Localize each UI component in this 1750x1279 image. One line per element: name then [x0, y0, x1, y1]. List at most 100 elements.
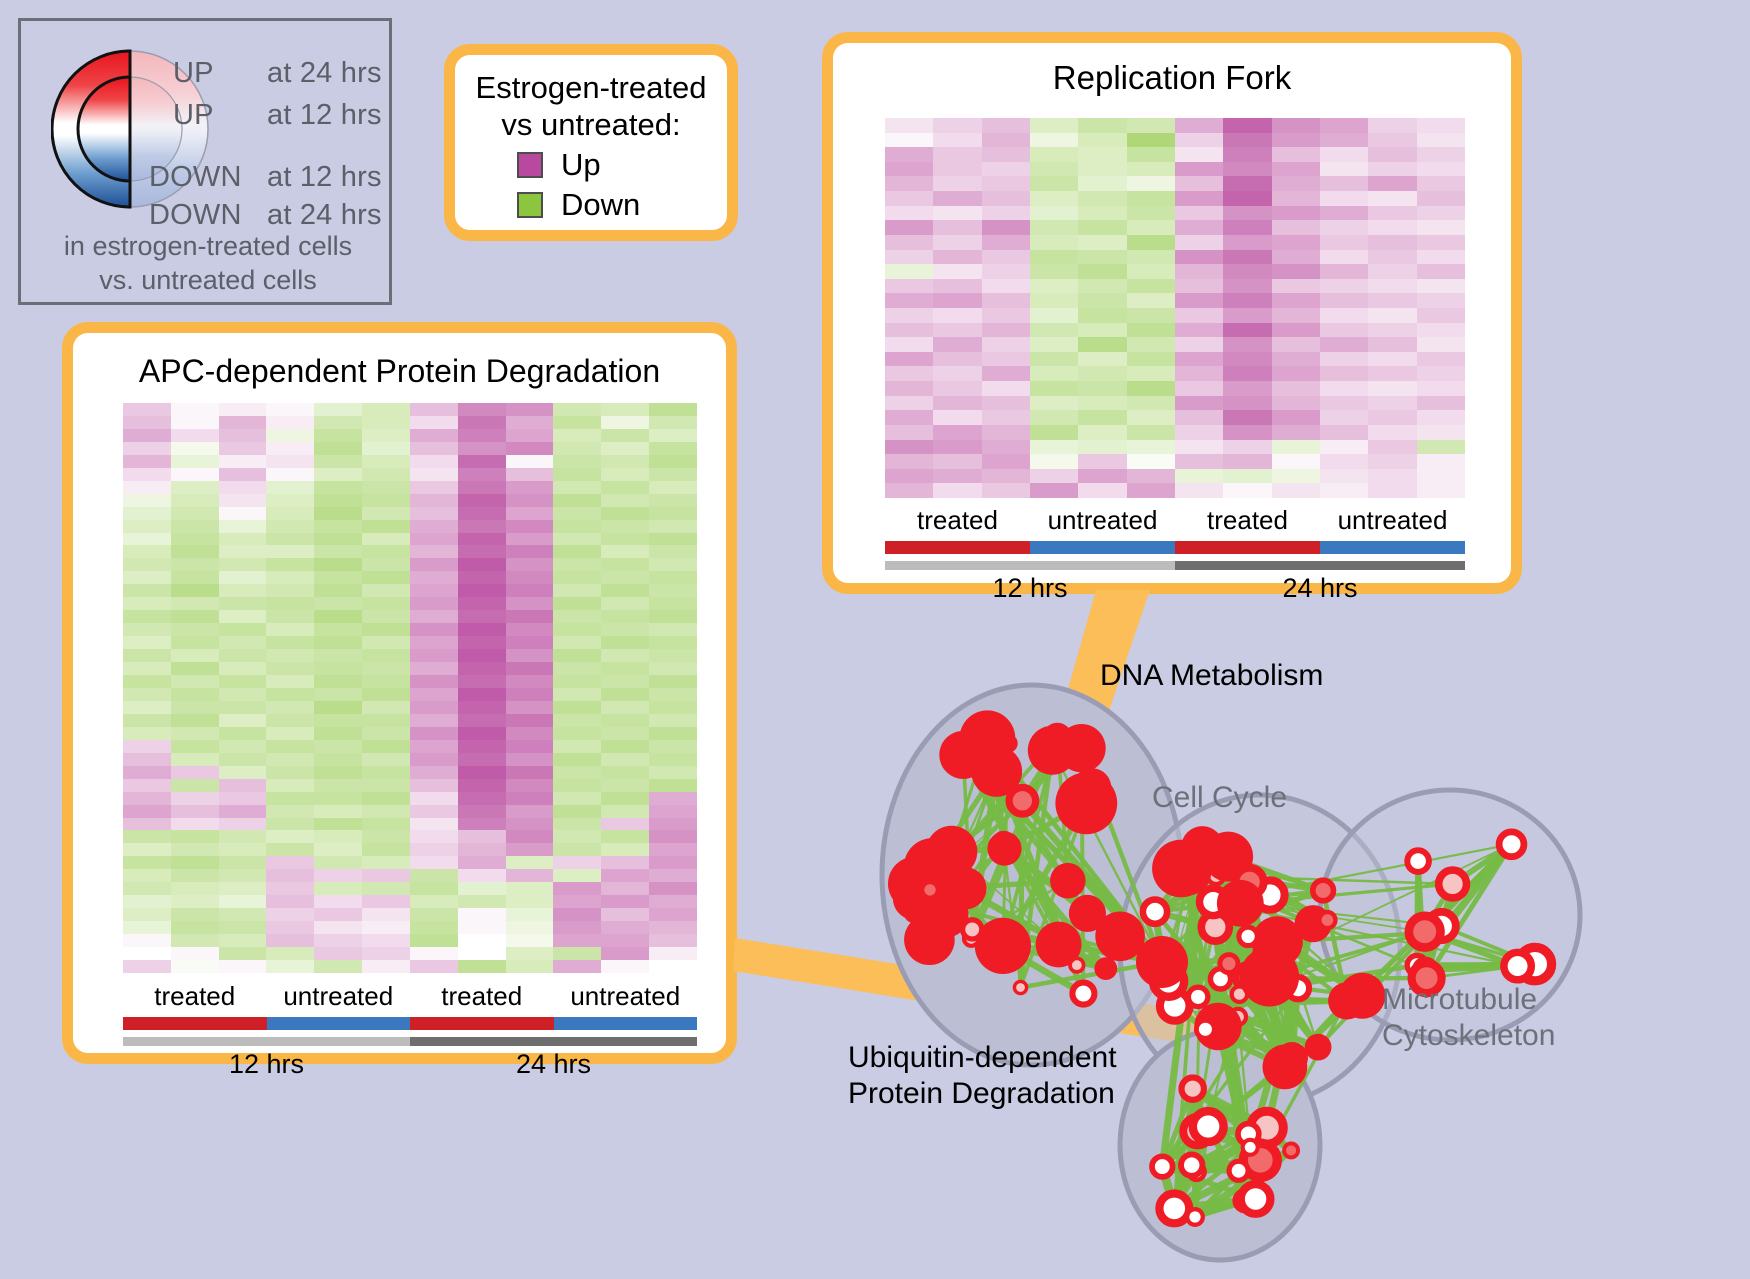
heat-cell — [1223, 191, 1272, 206]
legend-label-up: Up — [561, 147, 601, 182]
heat-cell — [1223, 366, 1272, 382]
heat-cell — [1223, 293, 1272, 308]
heat-cell — [1319, 205, 1369, 221]
heat-cell — [409, 895, 458, 909]
heat-cell — [362, 467, 410, 481]
heat-cell — [553, 558, 602, 572]
apc-sample-label-1: untreated — [283, 981, 394, 1011]
heat-cell — [1319, 220, 1369, 235]
heat-cell — [409, 558, 458, 572]
heat-cell — [1029, 132, 1079, 148]
heat-cell — [1271, 176, 1320, 192]
heat-cell — [170, 947, 219, 961]
heat-cell — [505, 765, 554, 779]
heat-cell — [457, 700, 506, 714]
heat-cell — [1029, 454, 1079, 469]
heat-cell — [1416, 234, 1465, 250]
heat-cell — [649, 947, 697, 961]
heat-cell — [933, 439, 982, 455]
heat-cell — [553, 869, 602, 883]
heat-cell — [266, 869, 315, 883]
heat-cell — [170, 506, 219, 520]
key-direction-0: UP — [173, 57, 214, 89]
heat-cell — [314, 960, 363, 973]
heat-cell — [553, 545, 602, 559]
heat-cell — [409, 545, 458, 559]
heat-cell — [409, 636, 458, 650]
heat-cell — [457, 428, 506, 442]
heat-cell — [409, 882, 458, 896]
heat-cell — [1223, 264, 1272, 279]
key-dial-icon — [51, 49, 209, 209]
heat-cell — [933, 132, 982, 148]
heat-cell — [649, 700, 697, 714]
heat-cell — [362, 403, 410, 416]
heat-cell — [1174, 278, 1224, 294]
heat-cell — [218, 571, 267, 585]
heat-cell — [553, 817, 602, 831]
heat-cell — [649, 739, 697, 753]
heat-cell — [1223, 468, 1272, 484]
heat-cell — [601, 752, 650, 766]
heat-cell — [1416, 468, 1465, 484]
heat-cell — [601, 934, 650, 948]
heat-cell — [314, 649, 363, 663]
time-bar-segment — [885, 561, 1175, 570]
heat-cell — [170, 480, 219, 494]
heat-cell — [505, 558, 554, 572]
heat-cell — [170, 454, 219, 468]
heat-cell — [1319, 118, 1369, 133]
heat-cell — [601, 675, 650, 688]
heat-cell — [505, 454, 554, 468]
heat-cell — [1078, 366, 1127, 382]
heat-cell — [1078, 395, 1127, 411]
heat-cell — [981, 278, 1030, 294]
heat-cell — [1029, 337, 1079, 352]
heat-cell — [553, 856, 602, 870]
heat-cell — [266, 506, 315, 520]
network-node — [1027, 725, 1077, 775]
heat-cell — [123, 506, 171, 520]
heat-cell — [885, 234, 934, 250]
heat-cell — [1271, 264, 1320, 279]
heat-cell — [1319, 424, 1369, 440]
heat-cell — [266, 791, 315, 805]
heat-cell — [1223, 454, 1272, 469]
heat-cell — [1368, 454, 1417, 469]
heat-cell — [601, 584, 650, 598]
heat-cell — [553, 584, 602, 598]
heat-cell — [601, 700, 650, 714]
heat-cell — [981, 381, 1030, 396]
heat-cell — [170, 415, 219, 429]
apc-sample-labels: treated untreated treated untreated — [123, 981, 697, 1012]
heat-cell — [218, 584, 267, 598]
network-node — [1217, 952, 1241, 976]
heat-cell — [218, 610, 267, 624]
network-node — [1434, 866, 1471, 902]
heat-cell — [170, 610, 219, 624]
heat-cell — [649, 675, 697, 688]
heat-cell — [933, 381, 982, 396]
heat-cell — [314, 778, 363, 792]
heat-cell — [1319, 366, 1369, 382]
rf-sample-label-3: untreated — [1337, 505, 1448, 535]
heat-cell — [1368, 395, 1417, 411]
heat-cell — [123, 739, 171, 753]
heat-cell — [601, 765, 650, 779]
heat-cell — [1271, 161, 1320, 177]
heat-cell — [1416, 424, 1465, 440]
heat-cell — [649, 752, 697, 766]
heat-cell — [314, 830, 363, 844]
heat-cell — [362, 480, 410, 494]
heat-cell — [1174, 308, 1224, 323]
heat-cell — [314, 623, 363, 637]
heat-cell — [123, 752, 171, 766]
network-node — [1216, 879, 1264, 927]
heat-cell — [266, 713, 315, 727]
heat-cell — [123, 726, 171, 740]
heat-cell — [553, 441, 602, 455]
heat-cell — [601, 856, 650, 870]
heat-cell — [314, 687, 363, 701]
heat-cell — [601, 623, 650, 637]
heat-cell — [457, 908, 506, 922]
